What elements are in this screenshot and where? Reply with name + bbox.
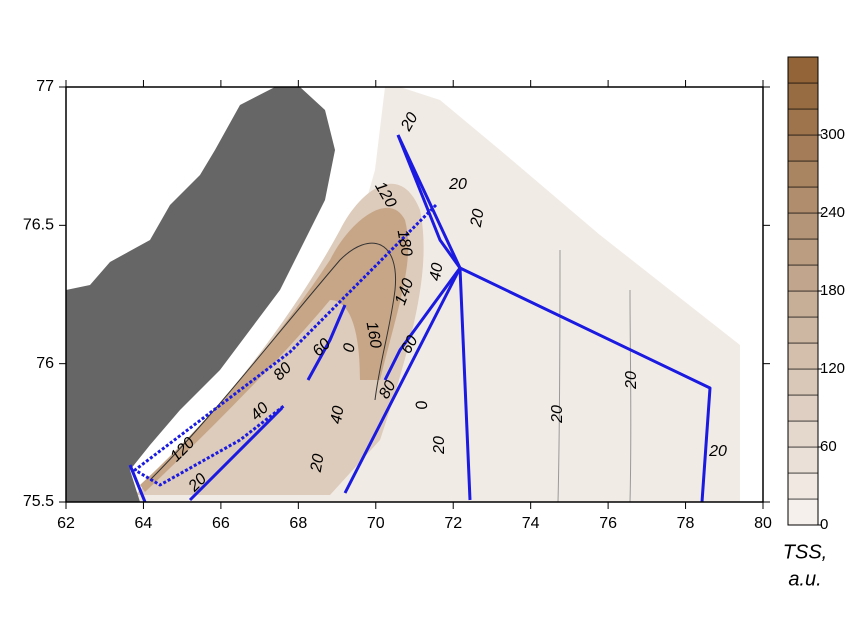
colorbar-level xyxy=(787,238,819,266)
colorbar-level xyxy=(787,56,819,84)
colorbar-level xyxy=(787,394,819,422)
colorbar-level xyxy=(787,368,819,396)
colorbar-level xyxy=(787,82,819,110)
x-tick-label: 62 xyxy=(57,515,75,532)
land xyxy=(66,87,335,502)
x-tick-label: 74 xyxy=(522,515,540,532)
contour-label: 160 xyxy=(363,320,384,349)
colorbar-tick-label: 180 xyxy=(820,282,845,299)
ship-tracks xyxy=(128,134,712,503)
colorbar-level xyxy=(787,420,819,448)
contour-label: 20 xyxy=(308,453,328,475)
x-tick-label: 68 xyxy=(289,515,307,532)
colorbar-level xyxy=(787,186,819,214)
contour-label: 20 xyxy=(431,436,448,455)
high-tss-core xyxy=(140,207,409,492)
x-tick-label: 64 xyxy=(135,515,153,532)
contour-label: 80 xyxy=(376,378,400,402)
x-tick-label: 72 xyxy=(444,515,462,532)
contour-label: 40 xyxy=(328,405,348,426)
colorbar-tick-label: 60 xyxy=(820,438,837,455)
colorbar-tick-label: 300 xyxy=(820,126,845,143)
x-tick-label: 76 xyxy=(599,515,617,532)
colorbar-level xyxy=(787,472,819,500)
colorbar-level xyxy=(787,108,819,136)
colorbar-label: TSS, xyxy=(783,541,827,563)
contour-label: 180 xyxy=(394,228,415,257)
colorbar-level xyxy=(787,160,819,188)
colorbar-level xyxy=(787,342,819,370)
contour-label: 0 xyxy=(411,399,429,411)
colorbar-level xyxy=(787,498,819,526)
contour-label: 20 xyxy=(549,405,566,424)
contour-label: 20 xyxy=(448,176,467,193)
colorbar-tick-label: 120 xyxy=(820,360,845,377)
contour-label: 20 xyxy=(468,208,488,230)
colorbar-level xyxy=(787,264,819,292)
contour-line xyxy=(557,249,632,503)
y-tick-label: 77 xyxy=(36,78,54,95)
colorbar-level xyxy=(787,134,819,162)
colorbar-level xyxy=(787,316,819,344)
x-tick-label: 78 xyxy=(677,515,695,532)
y-tick-label: 76 xyxy=(36,355,54,372)
colorbar-tick-label: 0 xyxy=(820,516,828,533)
x-tick-label: 70 xyxy=(367,515,385,532)
y-tick-label: 76.5 xyxy=(23,217,54,234)
x-tick-label: 66 xyxy=(212,515,230,532)
contour-label: 20 xyxy=(708,443,727,460)
y-tick-label: 75.5 xyxy=(23,493,54,510)
contour-label: 60 xyxy=(398,333,422,357)
plot-frame xyxy=(65,86,764,503)
colorbar-level xyxy=(787,290,819,318)
contour-label: 20 xyxy=(623,371,640,390)
contour-line xyxy=(149,242,397,481)
colorbar-level xyxy=(787,212,819,240)
contour-label: 0 xyxy=(341,342,359,354)
colorbar-label: a.u. xyxy=(788,568,821,590)
colorbar-tick-label: 240 xyxy=(820,204,845,221)
contour-label: 40 xyxy=(427,262,447,283)
colorbar-level xyxy=(787,446,819,474)
x-tick-label: 80 xyxy=(754,515,772,532)
